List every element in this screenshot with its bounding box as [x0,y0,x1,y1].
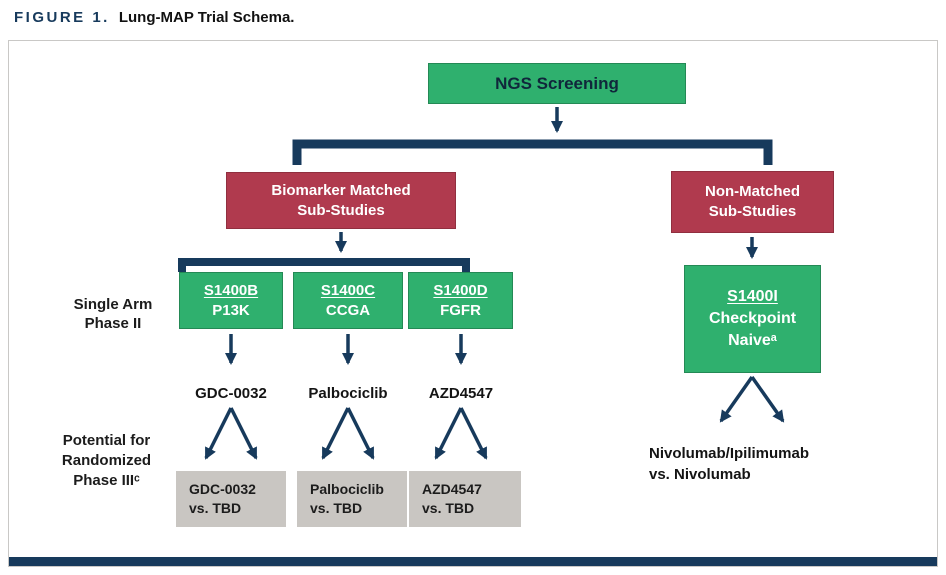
s1400d-biomarker: FGFR [440,301,481,319]
s1400b-id: S1400B [203,281,259,299]
label-potential-randomized-phase3: Potential for Randomized Phase IIIᶜ [34,431,179,491]
ngs-label: NGS Screening [495,73,619,93]
phase3-line1: Potential for [62,432,151,449]
drug-label-palbociclib: Palbociclib [308,385,388,402]
arrow-gdc-right [229,407,258,460]
label-single-arm-phase2: Single Arm Phase II [47,295,179,333]
phase3-line3: Phase IIIᶜ [73,472,140,489]
s1400i-line3: Naiveᵃ [728,332,777,349]
arrow-azd-left [434,407,463,460]
node-s1400c: S1400C CCGA [293,272,403,329]
node-s1400d: S1400D FGFR [408,272,513,329]
outcome-line2: vs. Nivolumab [649,466,751,483]
arrow-palbo-right [346,407,375,460]
randomized-gdc-line2: vs. TBD [189,500,242,516]
arrow-gdc-left [204,407,233,460]
node-ngs-screening: NGS Screening [428,63,686,104]
phase3-line2: Randomized [61,452,152,469]
node-non-matched: Non-Matched Sub-Studies [671,171,834,233]
s1400i-id: S1400I [727,288,778,305]
s1400i-line2: Checkpoint [708,310,797,327]
split-bracket-substudies [178,258,470,272]
split-bracket-top [292,139,773,165]
figure-label: FIGURE 1. [14,9,110,26]
randomized-gdc-line1: GDC-0032 [189,481,256,497]
arrow-azd-right [459,407,488,460]
node-s1400b: S1400B P13K [179,272,283,329]
s1400c-id: S1400C [320,281,376,299]
biomarker-matched-line2: Sub-Studies [297,201,385,219]
label-nonmatched-outcome: Nivolumab/Ipilimumab vs. Nivolumab [649,443,869,485]
node-randomized-gdc0032: GDC-0032 vs. TBD [176,471,286,527]
s1400d-id: S1400D [433,281,488,299]
randomized-palbo-line2: vs. TBD [310,500,363,516]
node-s1400i: S1400I Checkpoint Naiveᵃ [684,265,821,373]
phase2-line2: Phase II [84,315,142,332]
arrow-s1400i-left [719,375,754,423]
panel-bottom-bar [9,557,937,566]
arrow-palbo-left [321,407,350,460]
figure-panel: NGS Screening Biomarker Matched Sub-Stud… [8,40,938,567]
drug-label-gdc0032: GDC-0032 [195,385,267,402]
biomarker-matched-line1: Biomarker Matched [271,181,411,199]
s1400c-biomarker: CCGA [325,301,371,319]
non-matched-line1: Non-Matched [705,183,800,200]
randomized-palbo-line1: Palbociclib [310,481,384,497]
figure-title: Lung-MAP Trial Schema. [118,9,295,26]
randomized-azd-line2: vs. TBD [422,500,475,516]
randomized-azd-line1: AZD4547 [422,481,482,497]
non-matched-line2: Sub-Studies [708,203,797,220]
figure-caption: FIGURE 1. Lung-MAP Trial Schema. [14,9,294,26]
node-randomized-palbociclib: Palbociclib vs. TBD [297,471,407,527]
s1400b-biomarker: P13K [212,301,250,319]
node-randomized-azd4547: AZD4547 vs. TBD [409,471,521,527]
node-biomarker-matched: Biomarker Matched Sub-Studies [226,172,456,229]
drug-label-azd4547: AZD4547 [428,385,494,402]
phase2-line1: Single Arm [73,296,153,313]
arrow-s1400i-right [750,375,785,423]
outcome-line1: Nivolumab/Ipilimumab [649,445,810,462]
